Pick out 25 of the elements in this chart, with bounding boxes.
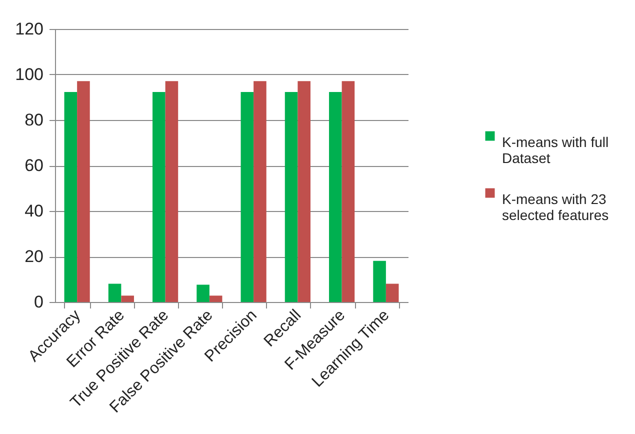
bar (386, 284, 399, 302)
legend-label: K-means with 23 selected features (502, 191, 609, 223)
bar (165, 81, 178, 302)
y-tick-label: 0 (34, 292, 44, 312)
bar (196, 284, 210, 302)
bar (64, 92, 78, 302)
bar (209, 296, 222, 302)
bar (373, 260, 386, 302)
bar (254, 81, 266, 302)
y-tick-label: 80 (24, 110, 44, 130)
legend-label: K-means with full Dataset (502, 134, 609, 166)
bar (329, 92, 342, 302)
bar (77, 81, 90, 302)
bar (298, 81, 310, 302)
y-tick-label: 120 (15, 20, 44, 38)
bar (284, 92, 298, 302)
bar (121, 296, 134, 302)
y-tick-label: 40 (24, 202, 44, 220)
y-tick-label: 20 (24, 247, 44, 266)
bar (342, 81, 355, 302)
bar (240, 92, 254, 302)
bar (152, 92, 166, 302)
y-tick-label: 100 (15, 65, 44, 84)
bar (108, 284, 122, 302)
y-tick-label: 60 (24, 156, 44, 175)
